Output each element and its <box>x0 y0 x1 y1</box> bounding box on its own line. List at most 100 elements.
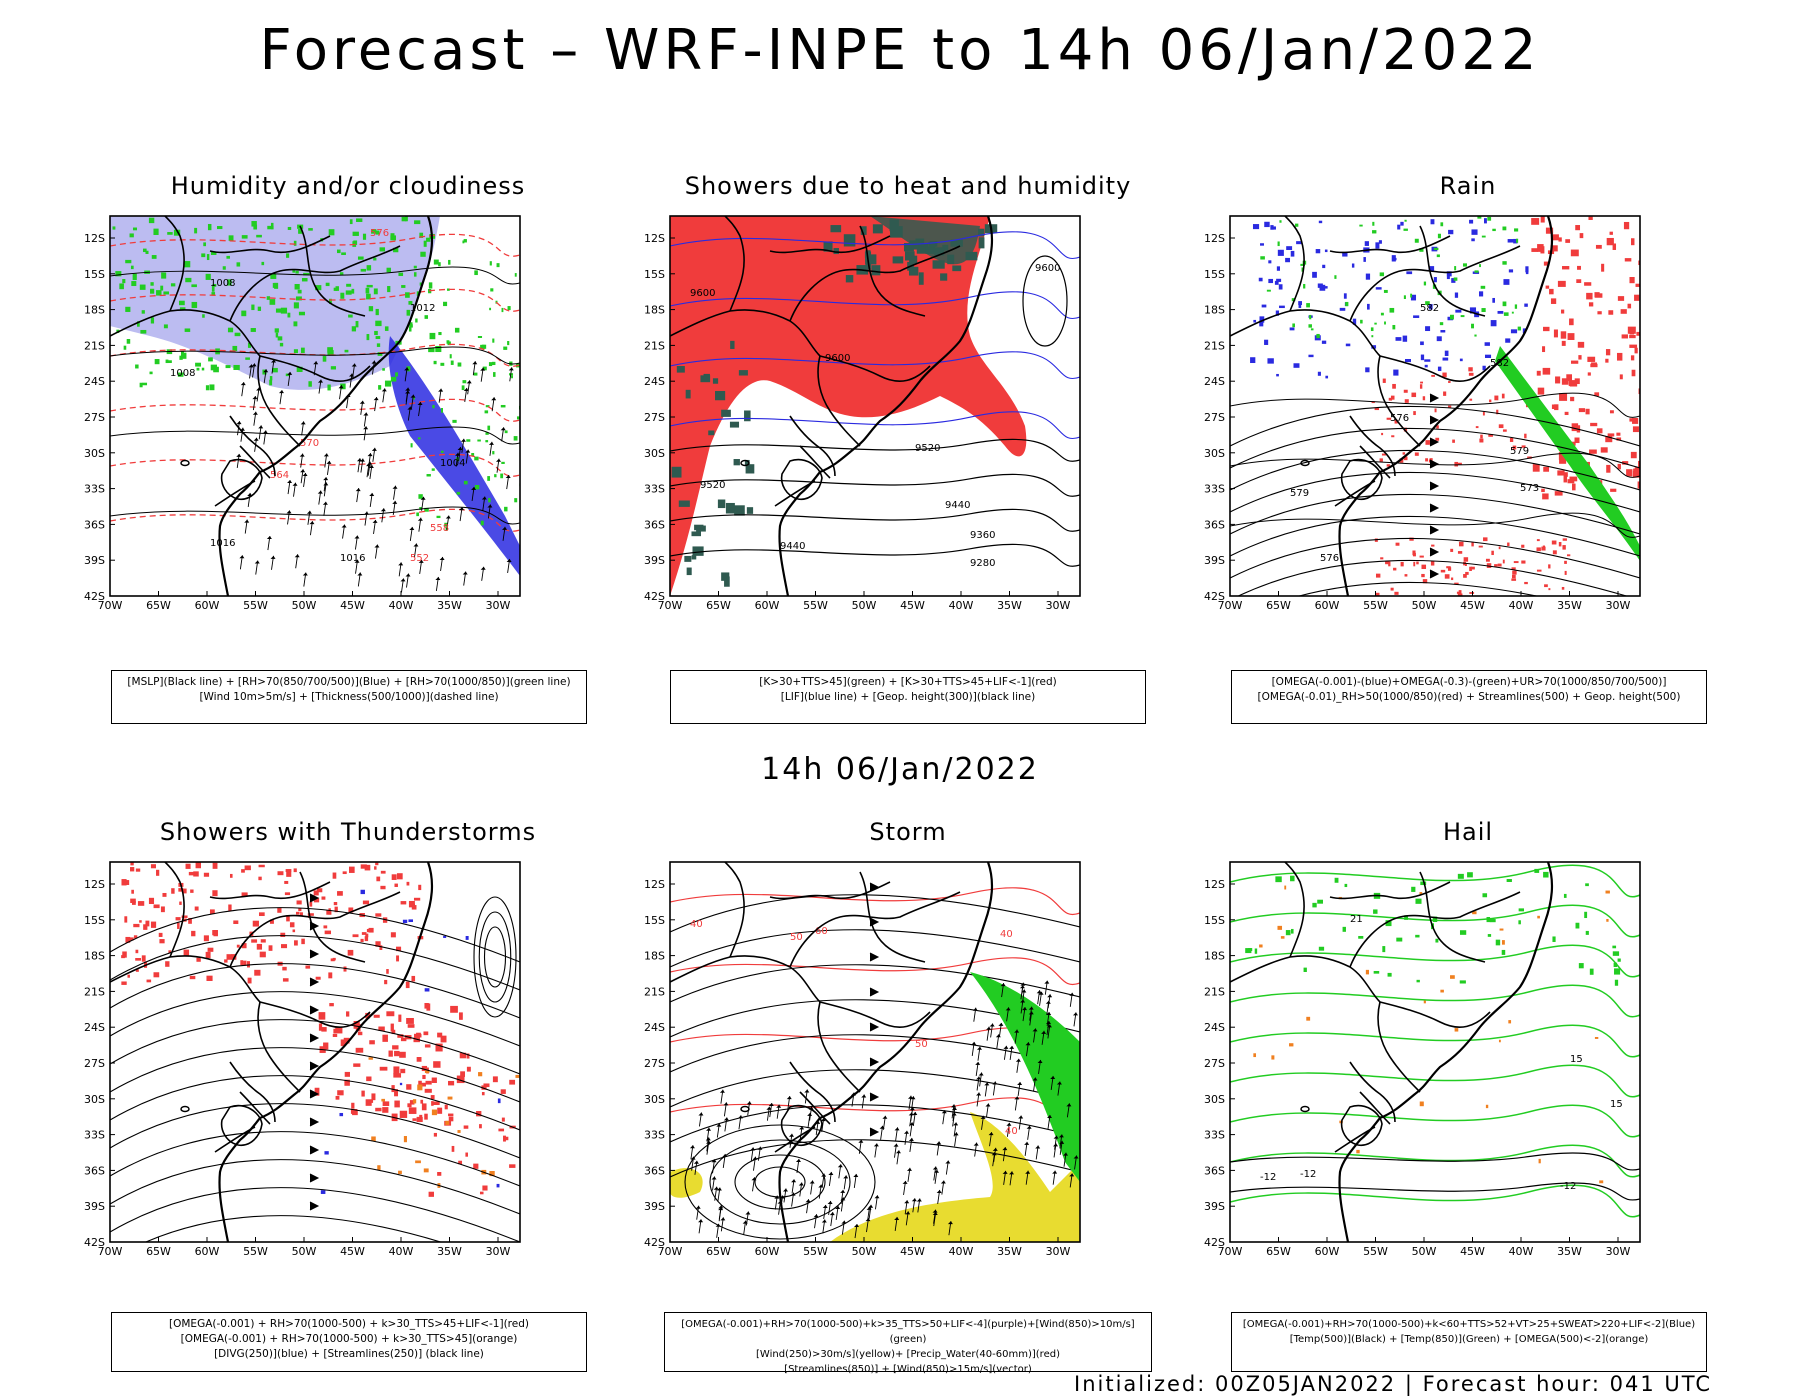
field-blob <box>1627 326 1636 334</box>
field-blob <box>485 440 489 443</box>
field-blob <box>1610 488 1617 492</box>
wind-vector-head <box>992 1081 998 1085</box>
field-blob <box>456 457 460 462</box>
field-blob <box>1566 554 1571 557</box>
field-blob <box>203 935 209 942</box>
field-blob <box>1503 312 1509 316</box>
contour-label: 9440 <box>945 500 970 511</box>
field-blob <box>150 864 156 869</box>
wind-vector-head <box>791 1179 797 1183</box>
field-blob <box>487 476 491 481</box>
wind-vector-head <box>487 504 493 508</box>
border-line <box>239 445 271 479</box>
field-blob <box>496 1183 500 1188</box>
wind-vector-head <box>381 388 387 392</box>
wind-vector-head <box>405 573 411 577</box>
field-blob <box>457 362 462 367</box>
field-blob <box>424 507 429 512</box>
field-blob <box>1419 1101 1424 1107</box>
field-blob <box>1562 538 1567 541</box>
field-blob <box>1442 372 1447 378</box>
wind-vector-head <box>711 1159 717 1163</box>
field-blob <box>229 873 233 878</box>
field-blob <box>1538 1158 1541 1164</box>
field-blob <box>159 939 165 944</box>
contour-label: 9440 <box>780 541 805 552</box>
field-blob <box>916 243 929 254</box>
field-blob <box>1451 577 1454 581</box>
streamline-arrow <box>309 977 320 987</box>
field-blob <box>932 260 945 269</box>
lon-tick-label: 35W <box>437 599 462 612</box>
wind-vector-head <box>459 507 465 511</box>
field-blob <box>433 1101 440 1105</box>
wind-vector-head <box>905 1211 911 1215</box>
field-blob <box>823 241 833 252</box>
field-blob <box>1562 266 1570 270</box>
field-blob <box>481 1085 487 1090</box>
contour-label: 9600 <box>1035 263 1060 274</box>
field-blob <box>1637 481 1640 489</box>
field-blob <box>473 1163 479 1169</box>
wind-vector-head <box>351 363 357 367</box>
field-blob <box>160 906 165 913</box>
field-blob <box>1474 270 1479 273</box>
contour-label: 1008 <box>170 368 195 379</box>
wind-vector-head <box>398 562 404 566</box>
contour-label: 576 <box>1320 553 1339 564</box>
streamline-arrow <box>869 987 880 997</box>
field-blob <box>412 1099 417 1104</box>
field-blob <box>357 1031 363 1036</box>
field-blob <box>1558 237 1562 242</box>
wind-vector-head <box>374 544 380 548</box>
wind-vector-head <box>371 360 377 364</box>
field-blob <box>241 869 245 873</box>
field-blob <box>1487 216 1492 221</box>
lat-tick-label: 27S <box>84 411 105 424</box>
field-blob <box>1479 291 1484 297</box>
field-blob <box>1425 301 1430 306</box>
field-blob <box>125 259 132 264</box>
lon-tick-label: 70W <box>98 1245 123 1258</box>
field-blob <box>139 382 143 388</box>
contour-line <box>670 957 1080 986</box>
border-line <box>214 1126 256 1153</box>
streamline-arrow <box>309 1173 320 1183</box>
field-blob <box>497 1098 501 1104</box>
field-blob <box>1433 247 1439 251</box>
field-blob <box>1306 1016 1311 1021</box>
field-blob <box>329 298 332 304</box>
wind-vector-head <box>718 1207 724 1211</box>
lat-tick-label: 30S <box>644 447 665 460</box>
field-blob <box>1465 571 1469 575</box>
field-blob <box>1629 276 1635 284</box>
field-blob <box>1448 381 1451 383</box>
wind-vector-head <box>984 1082 990 1086</box>
field-blob <box>1512 445 1517 450</box>
lat-tick-label: 36S <box>644 1164 665 1177</box>
streamline-arrow <box>309 949 320 959</box>
field-blob <box>150 288 155 294</box>
field-blob <box>504 506 508 512</box>
field-blob <box>489 261 492 266</box>
wind-vector-head <box>1003 1045 1009 1049</box>
field-blob <box>205 273 211 280</box>
wind-vector-head <box>1022 1007 1028 1011</box>
contour-label: 40 <box>1005 1126 1018 1137</box>
wind-vector-head <box>372 519 378 523</box>
field-blob <box>1477 216 1482 219</box>
field-blob <box>1423 1000 1426 1004</box>
coastline <box>1338 216 1554 596</box>
lat-tick-label: 39S <box>1204 554 1225 567</box>
field-blob <box>1558 542 1562 547</box>
streamline <box>1237 559 1629 596</box>
field-blob <box>122 279 126 284</box>
wind-vector-head <box>774 1195 780 1199</box>
field-blob <box>351 326 357 332</box>
field-blob <box>371 229 377 234</box>
field-blob <box>272 367 278 373</box>
field-blob <box>490 288 494 292</box>
field-blob <box>206 254 210 261</box>
